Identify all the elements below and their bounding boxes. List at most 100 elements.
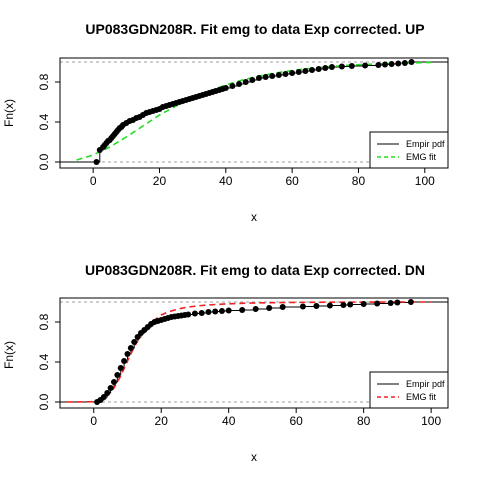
y-tick-label-dn-1: 0.4 — [37, 353, 51, 370]
data-point-up-57 — [302, 68, 309, 74]
data-point-dn-8 — [121, 358, 128, 364]
legend-up: Empir pdf EMG fit — [369, 131, 449, 169]
legend-label-emg-up: EMG fit — [406, 152, 437, 162]
data-point-up-65 — [375, 62, 382, 68]
data-point-up-69 — [401, 60, 408, 66]
data-point-up-63 — [348, 63, 355, 69]
data-point-dn-43 — [360, 301, 367, 307]
data-point-up-70 — [408, 59, 415, 65]
data-point-dn-34 — [239, 307, 246, 313]
data-point-dn-28 — [191, 310, 198, 317]
x-tick-label-up-3: 60 — [285, 174, 299, 188]
y-tick-label-up-2: 0.8 — [37, 73, 51, 90]
data-point-dn-35 — [252, 306, 259, 312]
data-point-up-53 — [275, 72, 282, 78]
data-point-dn-37 — [279, 304, 286, 310]
x-tick-label-dn-3: 60 — [289, 414, 303, 428]
data-point-dn-45 — [387, 300, 394, 306]
legend-dn: Empir pdf EMG fit — [369, 371, 449, 409]
x-tick-label-dn-1: 20 — [155, 414, 169, 428]
y-axis-label-dn: Fn(x) — [2, 341, 16, 369]
series-line-emg-dn — [66, 301, 432, 403]
data-point-up-0 — [93, 159, 100, 165]
x-tick-label-dn-0: 0 — [90, 414, 97, 428]
legend-box-dn — [369, 371, 449, 409]
y-tick-label-dn-2: 0.8 — [37, 313, 51, 330]
data-point-dn-6 — [114, 372, 121, 378]
data-point-up-50 — [255, 75, 262, 81]
data-point-dn-29 — [198, 310, 205, 316]
x-tick-label-dn-2: 40 — [222, 414, 236, 428]
tick-group-dn: 0 20 40 60 80 100 0.0 0.4 0.8 — [37, 313, 441, 428]
data-point-dn-47 — [407, 299, 414, 305]
data-point-up-64 — [362, 62, 369, 69]
data-point-dn-38 — [299, 303, 306, 310]
data-point-up-45 — [222, 85, 229, 91]
data-point-dn-44 — [374, 300, 381, 307]
plot-frame-dn — [59, 297, 449, 409]
data-point-up-48 — [242, 79, 249, 85]
data-point-dn-32 — [218, 308, 225, 314]
chart-panel-dn: UP083GDN208R. Fit emg to data Exp correc… — [2, 262, 449, 464]
legend-label-emg-dn: EMG fit — [406, 392, 437, 402]
data-point-dn-39 — [313, 303, 320, 309]
data-point-up-59 — [315, 66, 322, 72]
data-point-dn-11 — [131, 339, 138, 345]
data-point-up-54 — [282, 71, 289, 77]
data-point-dn-7 — [117, 365, 124, 371]
x-axis-label-dn: x — [251, 450, 257, 464]
x-tick-label-up-1: 20 — [153, 174, 167, 188]
data-point-up-61 — [328, 64, 335, 70]
plot-frame-up — [59, 57, 449, 169]
data-point-up-46 — [229, 83, 236, 89]
data-point-up-52 — [269, 73, 276, 79]
x-tick-label-dn-4: 80 — [357, 414, 371, 428]
data-point-dn-2 — [100, 394, 107, 400]
x-tick-label-up-4: 80 — [352, 174, 366, 188]
y-tick-label-dn-0: 0.0 — [37, 393, 51, 410]
data-point-up-49 — [249, 77, 256, 83]
data-point-up-62 — [338, 63, 345, 70]
data-point-dn-41 — [340, 302, 347, 308]
chart-panel-up: UP083GDN208R. Fit emg to data Exp correc… — [2, 21, 449, 224]
data-point-dn-31 — [212, 308, 219, 315]
data-point-up-66 — [381, 61, 388, 68]
x-tick-label-dn-5: 100 — [421, 414, 441, 428]
data-point-dn-5 — [110, 379, 117, 385]
data-point-up-47 — [236, 81, 243, 87]
data-point-dn-33 — [225, 307, 232, 314]
data-point-dn-36 — [266, 305, 273, 311]
data-point-dn-4 — [107, 385, 114, 391]
y-axis-label-up: Fn(x) — [2, 99, 16, 127]
data-point-dn-3 — [104, 390, 111, 396]
data-point-up-51 — [262, 74, 269, 80]
data-point-up-60 — [322, 65, 329, 71]
tick-group-up: 0 20 40 60 80 100 0.0 0.4 0.8 — [37, 73, 435, 188]
x-axis-label-up: x — [251, 210, 257, 224]
data-point-dn-46 — [394, 299, 401, 306]
chart-title-up: UP083GDN208R. Fit emg to data Exp correc… — [85, 21, 424, 37]
legend-label-empir-up: Empir pdf — [406, 139, 445, 149]
marks-group-dn — [60, 299, 448, 405]
legend-label-empir-dn: Empir pdf — [406, 379, 445, 389]
data-point-dn-9 — [124, 351, 131, 357]
y-tick-label-up-1: 0.4 — [37, 113, 51, 130]
data-point-dn-27 — [185, 311, 192, 318]
data-point-up-58 — [309, 67, 316, 73]
marks-group-up — [60, 59, 448, 165]
data-point-dn-42 — [347, 301, 354, 308]
x-tick-label-up-5: 100 — [415, 174, 435, 188]
data-point-up-68 — [395, 60, 402, 67]
y-tick-label-up-0: 0.0 — [37, 153, 51, 170]
x-tick-label-up-2: 40 — [219, 174, 233, 188]
chart-title-dn: UP083GDN208R. Fit emg to data Exp correc… — [85, 262, 425, 278]
legend-box-up — [369, 131, 449, 169]
data-point-up-67 — [388, 61, 395, 67]
data-point-dn-12 — [134, 334, 141, 340]
data-point-up-56 — [295, 69, 302, 75]
x-tick-label-up-0: 0 — [90, 174, 97, 188]
data-point-dn-10 — [127, 345, 134, 351]
data-point-up-55 — [289, 70, 296, 76]
data-point-dn-40 — [326, 302, 333, 309]
